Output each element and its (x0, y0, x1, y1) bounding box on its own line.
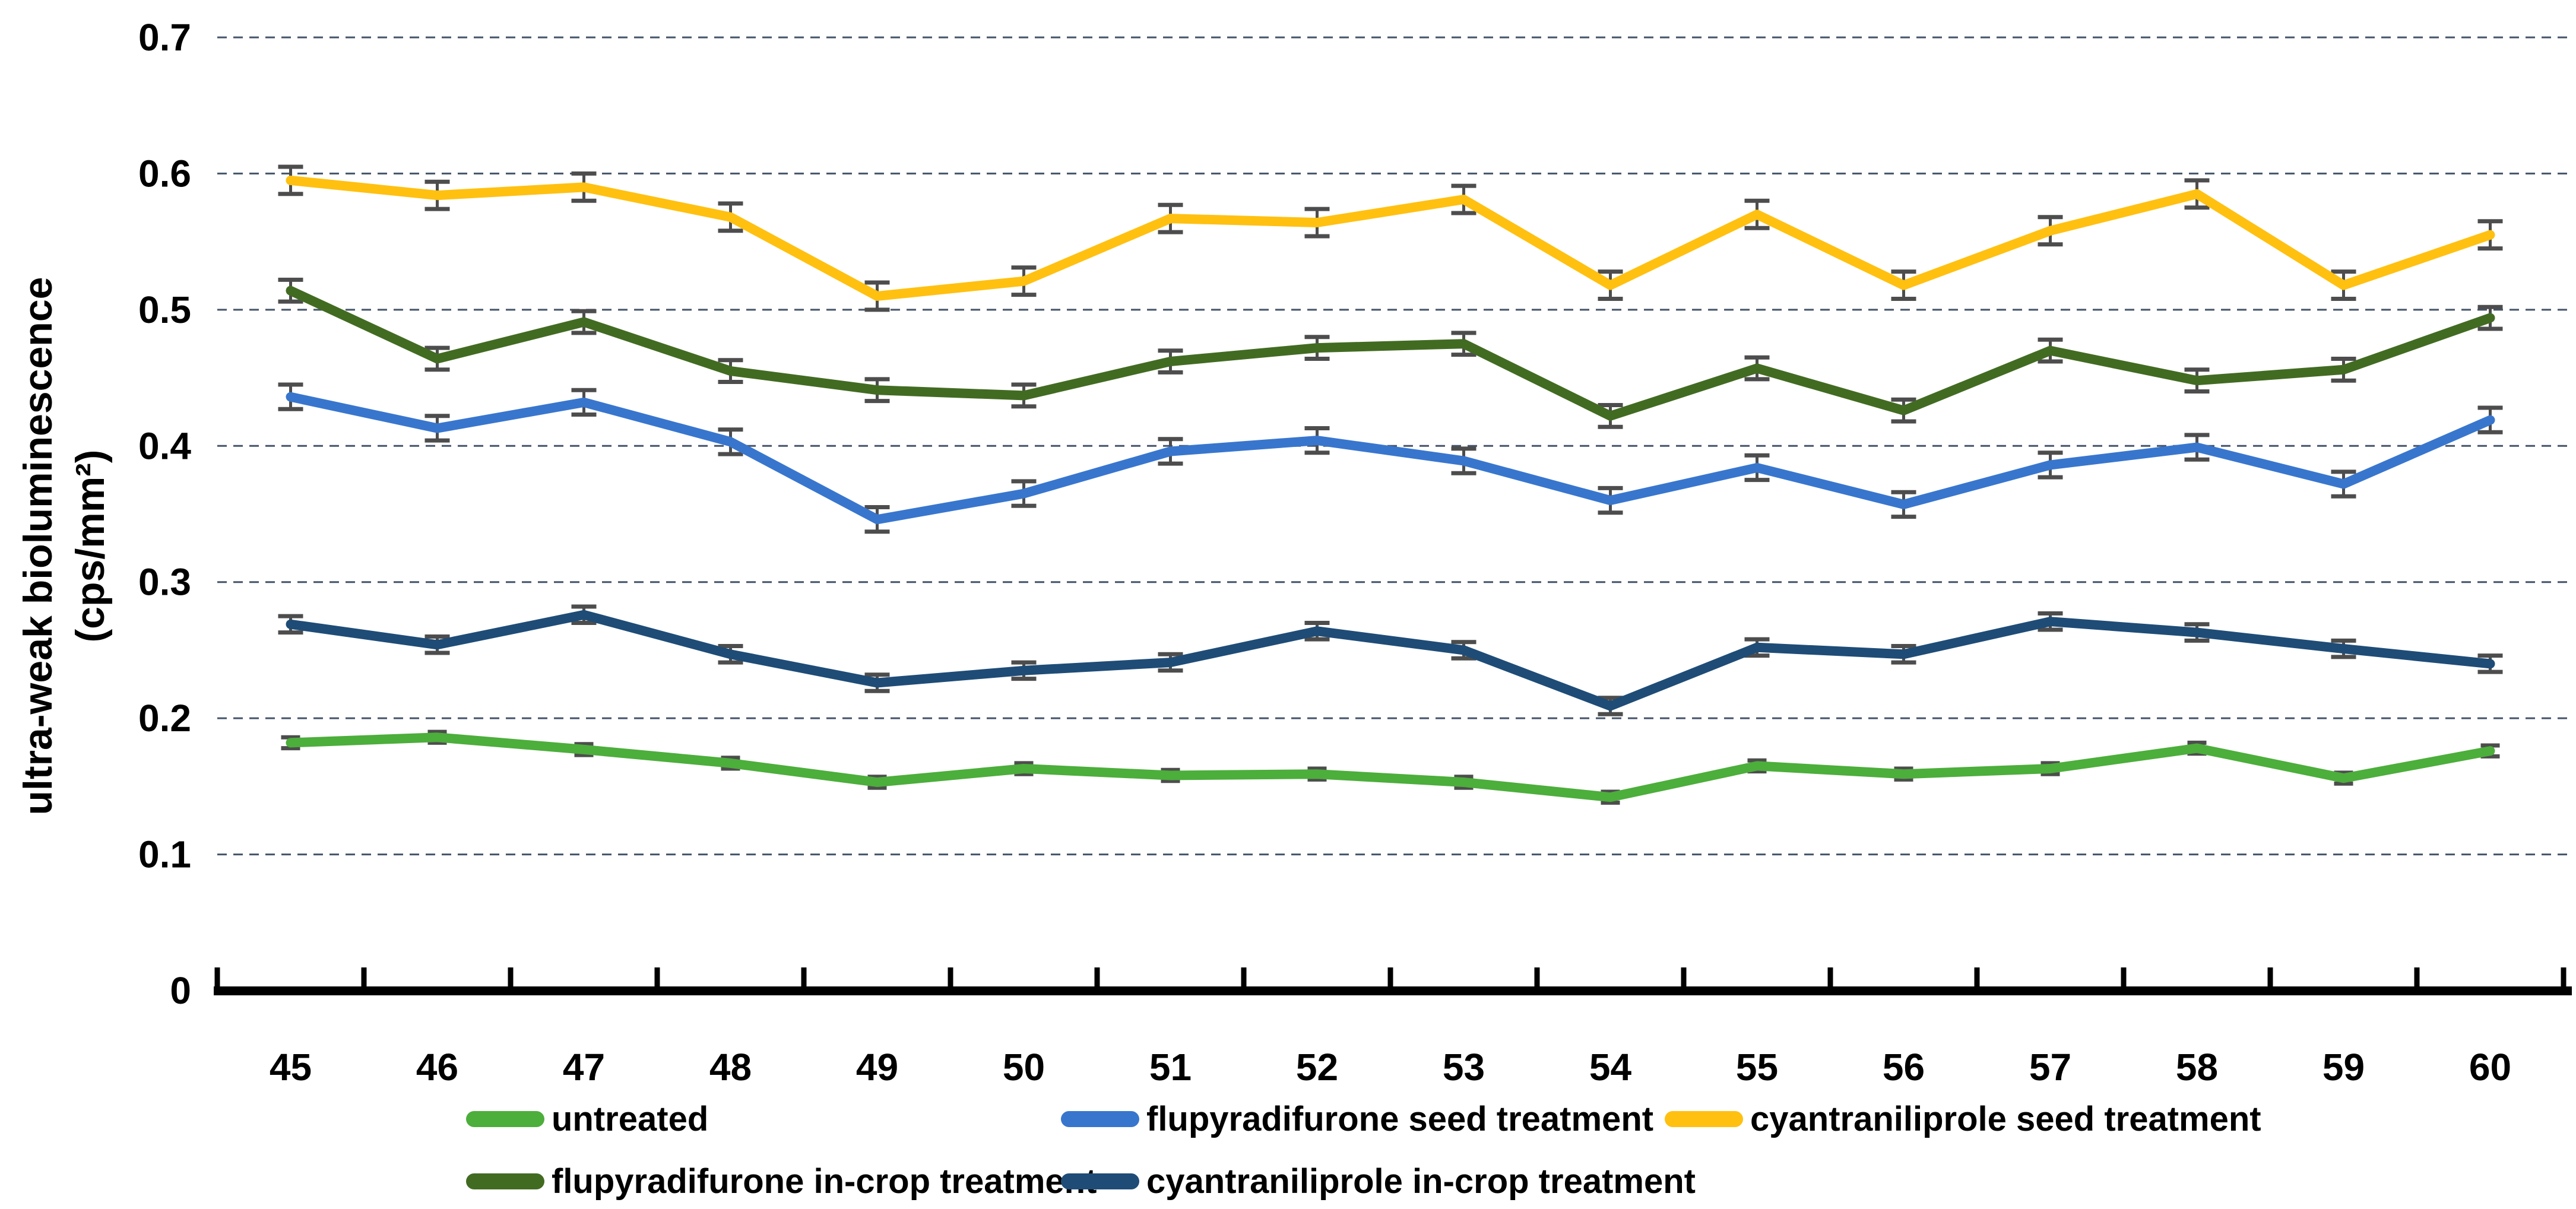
y-axis-title-line1: ultra-weak bioluminescence (15, 277, 61, 815)
x-tick-label-45: 45 (270, 1046, 312, 1089)
legend-item-untreated: untreated (466, 1099, 708, 1139)
legend-swatch-flupyradifurone-seed-treatment (1061, 1111, 1139, 1127)
x-axis-tick (801, 967, 807, 991)
series-line-cyantraniliprole-seed-treatment (286, 175, 2495, 301)
x-axis-tick (1827, 967, 1833, 991)
x-axis-tick (2561, 967, 2567, 991)
y-tick-label-0.6: 0.6 (138, 152, 191, 195)
x-tick-label-51: 51 (1149, 1046, 1192, 1089)
x-axis-tick (361, 967, 367, 991)
x-axis-tick (2414, 967, 2420, 991)
x-tick-label-60: 60 (2469, 1046, 2511, 1089)
y-axis-title-line2: (cps/mm²) (68, 449, 113, 643)
legend-label-untreated: untreated (552, 1100, 709, 1138)
legend-item-flupyradifurone-seed-treatment: flupyradifurone seed treatment (1061, 1099, 1653, 1139)
legend-item-flupyradifurone-in-crop-treatment: flupyradifurone in-crop treatment (466, 1162, 1097, 1201)
x-tick-label-58: 58 (2176, 1046, 2218, 1089)
y-tick-label-0: 0 (170, 969, 191, 1012)
series-line-flupyradifurone-in-crop-treatment (286, 285, 2495, 421)
x-axis-tick (1387, 967, 1393, 991)
error-bars-flupyradifurone-in-crop-treatment (278, 277, 2503, 429)
series-line-flupyradifurone-seed-treatment (286, 392, 2495, 525)
series-line-untreated (286, 732, 2495, 802)
x-tick-label-50: 50 (1003, 1046, 1045, 1089)
x-axis-tick (654, 967, 660, 991)
x-tick-label-52: 52 (1296, 1046, 1338, 1089)
y-tick-label-0.7: 0.7 (138, 16, 191, 59)
legend-item-cyantraniliprole-in-crop-treatment: cyantraniliprole in-crop treatment (1061, 1162, 1696, 1201)
x-axis-tick (2121, 967, 2127, 991)
x-tick-label-46: 46 (416, 1046, 458, 1089)
legend-swatch-untreated (466, 1111, 544, 1127)
x-axis-tick (2267, 967, 2273, 991)
x-tick-label-59: 59 (2322, 1046, 2365, 1089)
legend-swatch-cyantraniliprole-seed-treatment (1665, 1111, 1743, 1127)
x-axis-tick (214, 967, 220, 991)
x-tick-label-56: 56 (1883, 1046, 1925, 1089)
x-axis-tick (508, 967, 514, 991)
legend-label-cyantraniliprole-seed-treatment: cyantraniliprole seed treatment (1750, 1100, 2261, 1138)
error-bars-untreated (281, 729, 2500, 805)
error-bars-cyantraniliprole-in-crop-treatment (278, 604, 2503, 716)
legend-label-flupyradifurone-seed-treatment: flupyradifurone seed treatment (1146, 1100, 1654, 1138)
x-tick-label-47: 47 (563, 1046, 605, 1089)
x-axis-tick (1974, 967, 1980, 991)
x-axis-tick (1241, 967, 1247, 991)
x-tick-label-57: 57 (2029, 1046, 2071, 1089)
y-tick-label-0.2: 0.2 (138, 697, 191, 740)
x-axis-tick (948, 967, 953, 991)
y-axis-title: ultra-weak bioluminescence (cps/mm²) (12, 277, 116, 815)
x-tick-label-48: 48 (709, 1046, 752, 1089)
x-tick-label-55: 55 (1736, 1046, 1778, 1089)
legend-swatch-cyantraniliprole-in-crop-treatment (1061, 1173, 1139, 1189)
x-axis-tick (1534, 967, 1540, 991)
legend-swatch-flupyradifurone-in-crop-treatment (466, 1173, 544, 1189)
legend-label-cyantraniliprole-in-crop-treatment: cyantraniliprole in-crop treatment (1146, 1162, 1696, 1201)
x-tick-label-49: 49 (856, 1046, 898, 1089)
legend-item-cyantraniliprole-seed-treatment: cyantraniliprole seed treatment (1665, 1099, 2261, 1139)
x-axis-tick (1681, 967, 1687, 991)
x-tick-label-54: 54 (1589, 1046, 1632, 1089)
y-tick-label-0.3: 0.3 (138, 561, 191, 604)
y-tick-label-0.5: 0.5 (138, 288, 191, 331)
legend-label-flupyradifurone-in-crop-treatment: flupyradifurone in-crop treatment (552, 1162, 1097, 1201)
x-tick-label-53: 53 (1443, 1046, 1485, 1089)
series-line-cyantraniliprole-in-crop-treatment (286, 610, 2495, 711)
y-tick-label-0.1: 0.1 (138, 833, 191, 876)
y-tick-label-0.4: 0.4 (138, 424, 191, 467)
x-axis-tick (1094, 967, 1100, 991)
